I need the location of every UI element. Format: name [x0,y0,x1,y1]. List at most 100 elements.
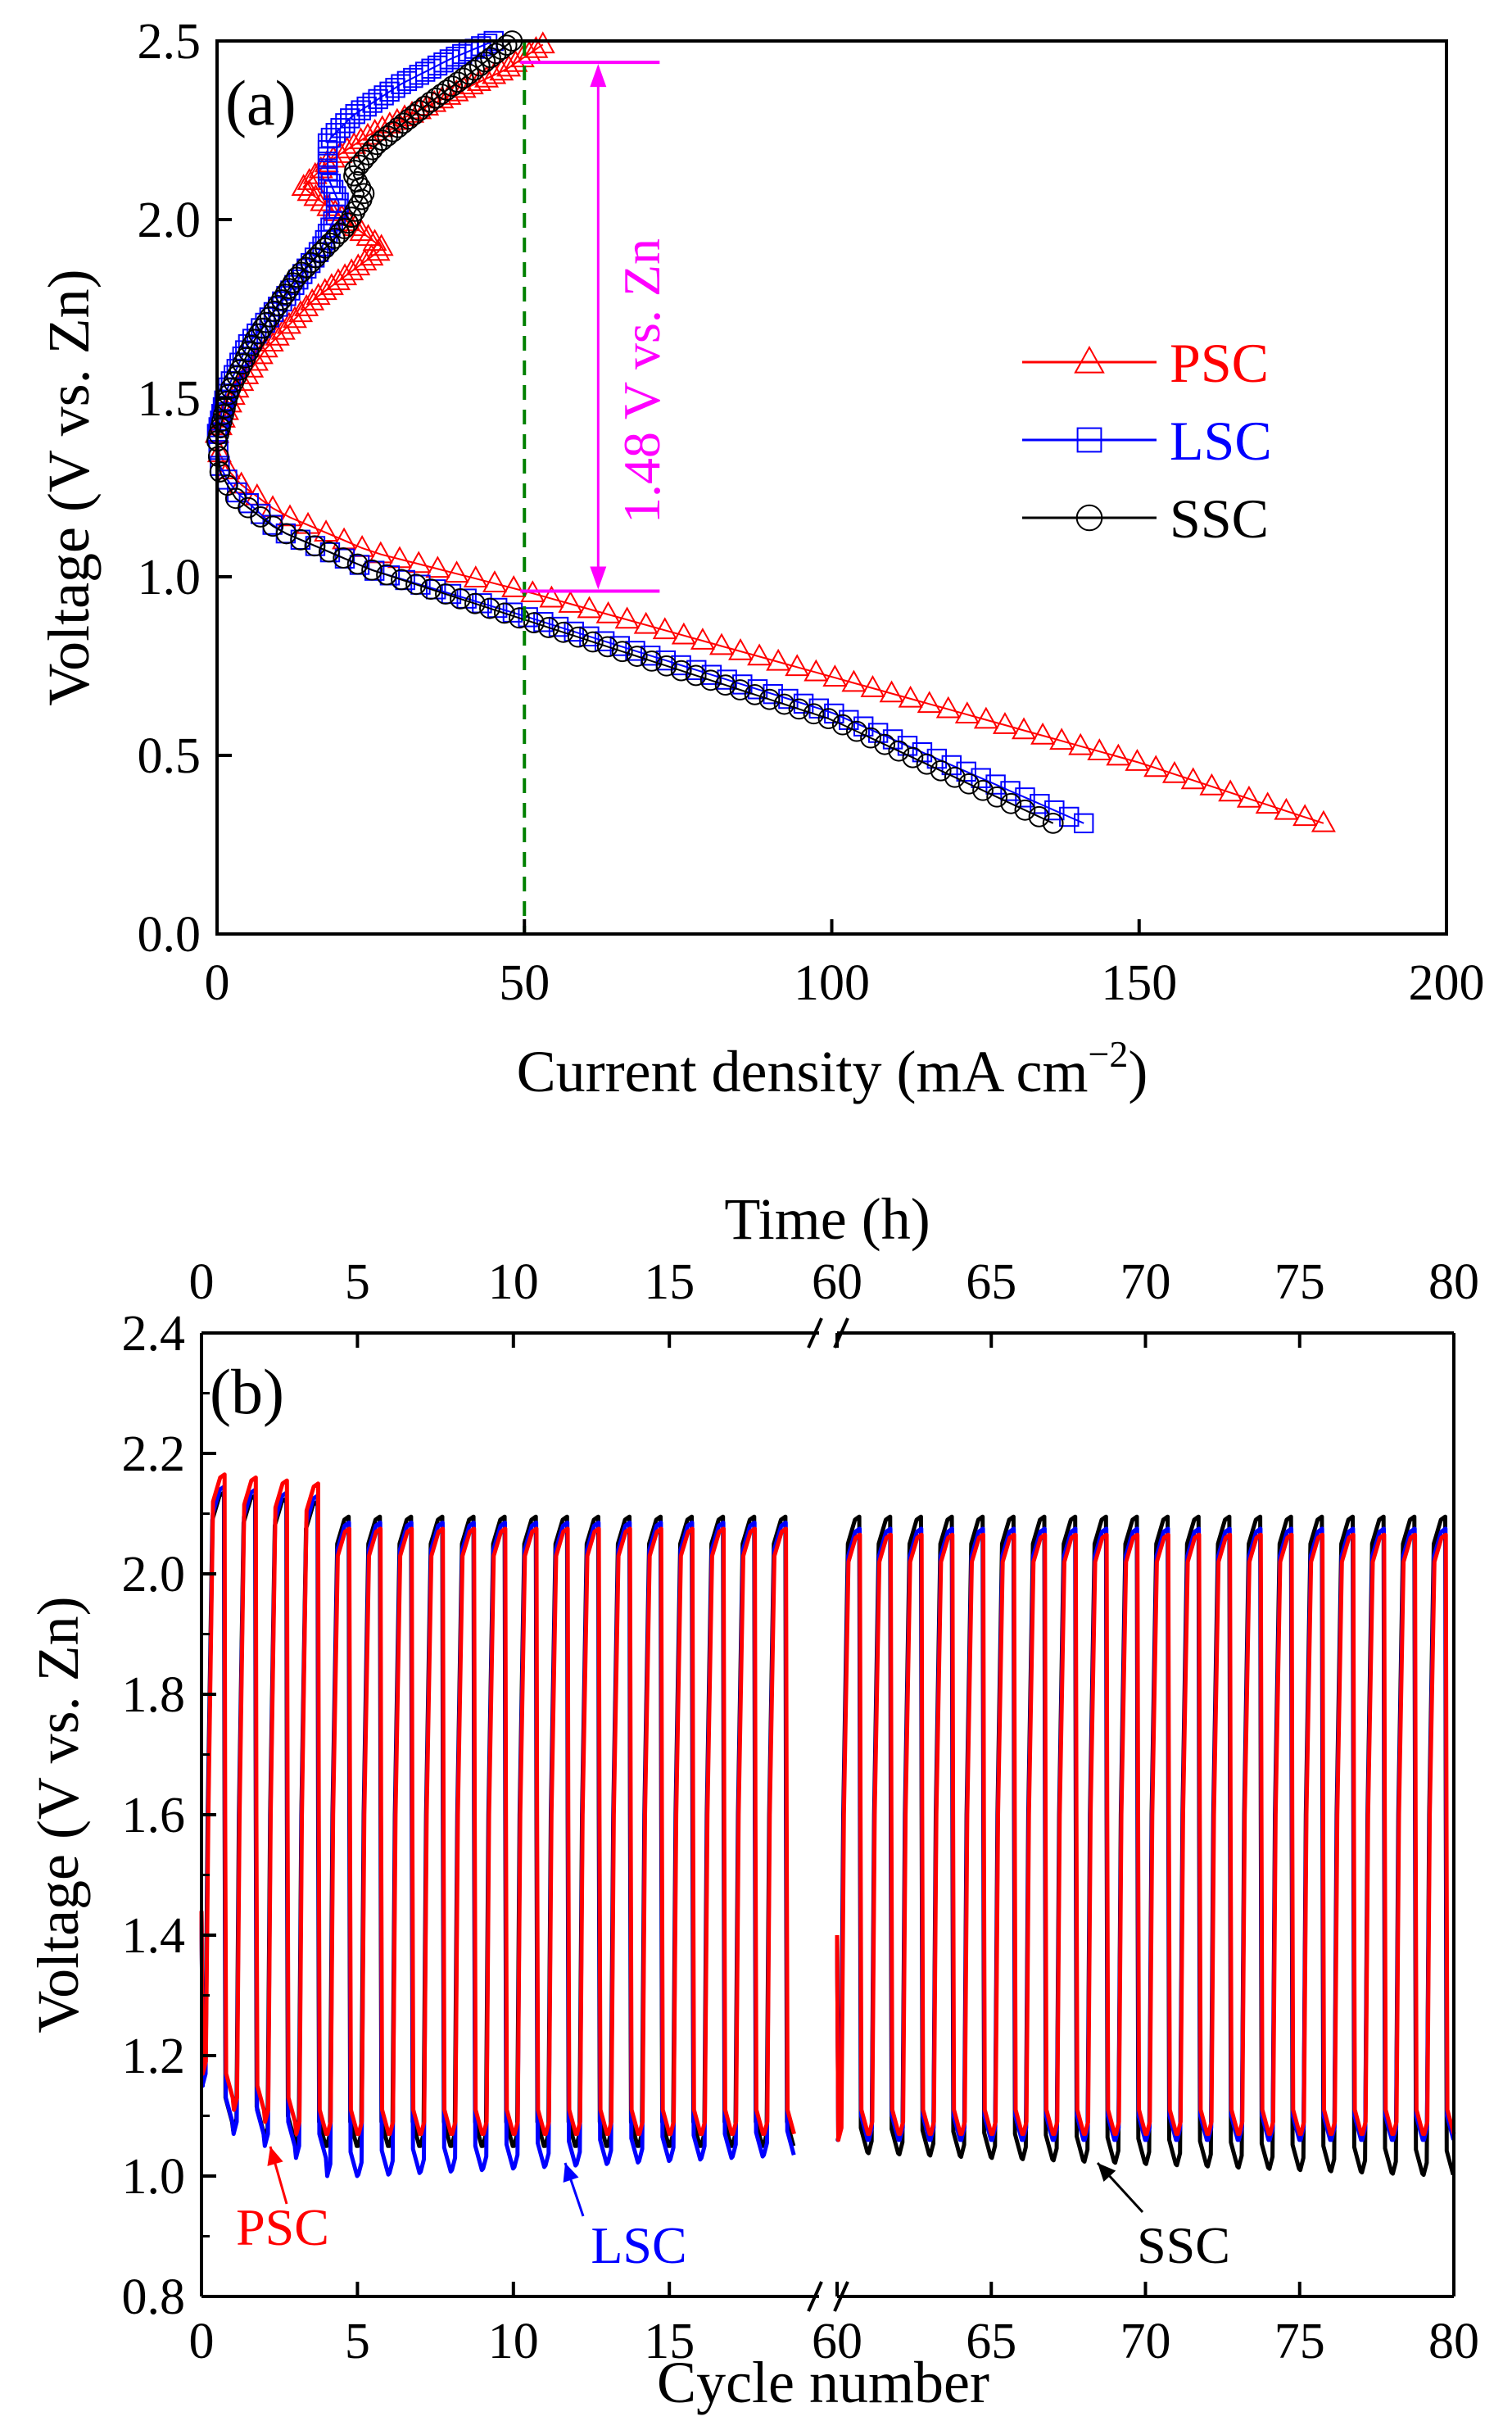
lsc-charge-marker [340,108,360,129]
lsc-charge-marker [368,88,388,110]
psc-discharge-marker [1180,767,1206,790]
ssc-discharge-marker [641,650,663,672]
panel-a-overlay [520,41,660,934]
ssc-discharge-marker [361,559,383,581]
x2-tick-label: 75 [1274,1254,1325,1310]
x-tick-label: 100 [794,955,870,1011]
psc-charge-marker [265,323,290,346]
psc-charge-marker [294,294,319,316]
panel-b-label: (b) [210,1356,284,1427]
ssc-charge-marker [480,47,501,69]
lsc-charge-marker [356,96,377,117]
ssc-discharge-line [216,441,1054,824]
lsc-charge-marker [320,173,341,194]
ssc-discharge-marker [803,703,825,725]
psc-charge-marker [291,174,316,197]
ssc-discharge-marker [376,564,397,586]
psc-discharge-marker [1012,717,1037,740]
psc-discharge-marker [935,696,961,719]
ssc-charge-marker [496,34,518,56]
ssc-discharge-marker [420,578,441,601]
ssc-discharge-marker [846,720,867,742]
x-tick-label: 150 [1101,955,1177,1011]
callout-label: PSC [236,2198,329,2256]
x-tick-label: 80 [1428,2314,1479,2369]
x-tick-label: 70 [1120,2314,1171,2369]
psc-discharge-marker [1030,722,1056,745]
legend-label: SSC [1170,487,1269,550]
x-tick-label: 75 [1274,2314,1325,2369]
x2-tick-label: 70 [1120,1254,1171,1310]
ssc-discharge-marker [1014,799,1036,821]
x-tick-label: 0 [205,955,230,1011]
ssc-discharge-marker [888,740,910,762]
callout-arrow-head [267,2147,283,2166]
panel-a-xlabel-sup: −2 [1088,1033,1128,1075]
x-tick-label: 10 [488,2314,539,2369]
psc-discharge-marker [898,685,923,708]
ssc-discharge-marker [567,626,589,648]
psc-charge-marker [276,311,301,334]
psc-discharge-marker [879,680,904,703]
panel-b-xlabel: Cycle number [657,2350,989,2415]
x-tick-label: 5 [345,2314,370,2369]
y-tick-label: 2.4 [122,1306,186,1362]
lsc-discharge-marker [579,626,600,647]
ssc-charge-marker [333,218,355,239]
ssc-discharge-marker [670,660,692,682]
psc-discharge-marker [747,643,772,666]
lsc-charge-marker [362,93,383,113]
y-tick-label: 0.0 [138,907,201,963]
psc-discharge-marker [1049,728,1075,750]
ssc-charge-marker [436,79,458,101]
ssc-discharge-marker [972,779,994,801]
ssc-charge-marker [469,55,491,77]
x-tick-label: 15 [644,2314,695,2369]
psc-series [204,31,1336,832]
psc-charge-marker [523,35,549,58]
legend-marker [1076,427,1102,453]
ssc-charge-marker [419,91,441,113]
x2-tick-label: 0 [189,1254,215,1310]
panel-a-legend: PSC LSC SSC [1022,332,1272,550]
panel-a-series [204,30,1336,834]
ssc-discharge-marker [523,612,545,633]
psc-discharge-marker [558,591,583,613]
arrow-head-down [590,566,607,590]
arrow-head-up [590,64,607,88]
ssc-discharge-marker [450,587,471,610]
lsc-discharge-marker [564,621,584,642]
ssc-discharge-marker [930,759,952,782]
ssc-charge-marker [430,84,452,105]
ssc-discharge-marker [860,727,881,749]
ssc-charge-marker [337,212,360,234]
ssc-discharge-marker [479,597,500,619]
ssc-discharge-marker [916,753,938,775]
ssc-discharge-marker [729,679,751,700]
ssc-charge-marker [244,329,266,351]
ssc-discharge-marker [986,786,1008,808]
x-tick-label: 60 [812,2314,862,2369]
ssc-charge-marker [353,183,375,205]
ssc-charge-marker [270,289,292,311]
psc-discharge-marker [539,585,564,608]
lsc-charge-marker [317,133,338,154]
ssc-charge-marker [263,300,285,322]
psc-discharge-marker [954,701,980,723]
ssc-charge-marker [347,194,369,216]
legend-label: LSC [1170,410,1272,472]
psc-discharge-line [216,433,1324,824]
x-tick-label: 50 [499,955,550,1011]
ssc-charge-marker [274,283,297,306]
lsc-discharge-marker [1000,781,1021,801]
psc-discharge-marker [1274,797,1299,820]
lsc-discharge-marker [971,768,991,788]
lsc-discharge-marker [1015,787,1035,808]
psc-discharge-marker [652,617,677,640]
ssc-charge-marker [282,272,304,294]
ssc-discharge-marker [318,541,340,563]
psc-discharge-marker [1311,809,1336,832]
ssc-charge-marker [256,311,278,333]
ssc-discharge-marker [582,631,604,653]
callout-label: SSC [1137,2216,1230,2274]
